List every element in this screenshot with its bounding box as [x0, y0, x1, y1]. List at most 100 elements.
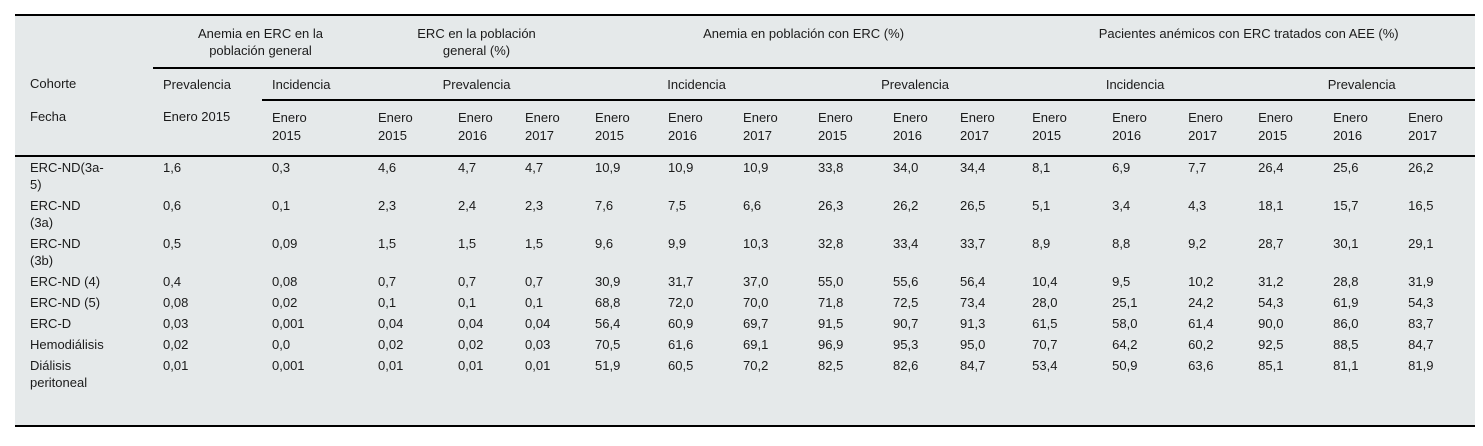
value-cell: 26,2 — [1408, 160, 1434, 175]
value-cell: 7,5 — [668, 198, 687, 213]
date-cell: Enero 2017 — [515, 100, 586, 157]
value-cell: 54,3 — [1408, 295, 1434, 310]
date-cell: Enero 2015 — [1022, 100, 1103, 157]
value-cell: 91,5 — [818, 316, 844, 331]
value-cell: 0,4 — [163, 274, 182, 289]
row-label: ERC-ND (4) — [30, 274, 101, 289]
value-cell: 61,9 — [1333, 295, 1359, 310]
value-cell: 0,04 — [458, 316, 484, 331]
value-cell: 60,2 — [1188, 337, 1214, 352]
value-cell: 0,02 — [163, 337, 189, 352]
value-cell: 81,1 — [1333, 358, 1359, 373]
date-cell: Enero 2015 — [153, 100, 262, 157]
value-cell: 90,0 — [1258, 316, 1284, 331]
value-cell: 70,2 — [743, 358, 769, 373]
value-cell: 31,9 — [1408, 274, 1434, 289]
measure-header: Prevalencia — [368, 68, 586, 101]
value-cell: 61,6 — [668, 337, 694, 352]
value-cell: 33,8 — [818, 160, 844, 175]
value-cell: 85,1 — [1258, 358, 1284, 373]
date-cell: Enero 2017 — [950, 100, 1023, 157]
table-row: ERC-ND(3a- 5) 1,6 0,3 4,6 4,7 4,7 10,9 10,9 10,9… — [15, 156, 1475, 195]
value-cell: 37,0 — [743, 274, 769, 289]
table-row: Diálisis peritoneal 0,01 0,001 0,01 0,01 0,01… — [15, 355, 1475, 426]
row-label: Diálisis peritoneal — [30, 358, 88, 390]
table-row: ERC-D 0,03 0,001 0,04 0,04 0,04 56,4 60,9 69,7 91… — [15, 313, 1475, 334]
value-cell: 53,4 — [1032, 358, 1058, 373]
value-cell: 0,0 — [272, 337, 291, 352]
measure-header: Prevalencia — [808, 68, 1023, 101]
value-cell: 0,02 — [272, 295, 298, 310]
value-cell: 60,9 — [668, 316, 694, 331]
value-cell: 2,3 — [378, 198, 397, 213]
subheader-row: Cohorte Prevalencia Incidencia Prevalencia I… — [15, 68, 1476, 101]
date-cell: Enero 2015 — [808, 100, 884, 157]
table-body: ERC-ND(3a- 5) 1,6 0,3 4,6 4,7 4,7 10,9 10,9 10,9… — [15, 156, 1475, 426]
value-cell: 10,4 — [1032, 274, 1058, 289]
value-cell: 1,5 — [378, 236, 397, 251]
value-cell: 63,6 — [1188, 358, 1214, 373]
table-row: ERC-ND (5) 0,08 0,02 0,1 0,1 0,1 68,8 72,0 70,0 7… — [15, 292, 1475, 313]
value-cell: 4,7 — [458, 160, 477, 175]
value-cell: 51,9 — [595, 358, 621, 373]
value-cell: 0,1 — [378, 295, 397, 310]
value-cell: 0,04 — [378, 316, 404, 331]
value-cell: 0,01 — [525, 358, 551, 373]
value-cell: 0,5 — [163, 236, 182, 251]
corner-cell — [15, 15, 153, 68]
value-cell: 10,2 — [1188, 274, 1214, 289]
measure-header: Incidencia — [1022, 68, 1249, 101]
row-label: ERC-ND (5) — [30, 295, 101, 310]
date-cell: Enero 2016 — [883, 100, 951, 157]
value-cell: 58,0 — [1112, 316, 1138, 331]
value-cell: 0,08 — [272, 274, 298, 289]
value-cell: 0,1 — [525, 295, 544, 310]
value-cell: 9,6 — [595, 236, 614, 251]
date-cell: Enero 2017 — [1178, 100, 1249, 157]
value-cell: 25,6 — [1333, 160, 1359, 175]
value-cell: 33,7 — [960, 236, 986, 251]
value-cell: 6,9 — [1112, 160, 1131, 175]
table-row: Hemodiálisis 0,02 0,0 0,02 0,02 0,03 70,5 61,6 6… — [15, 334, 1475, 355]
value-cell: 4,6 — [378, 160, 397, 175]
date-cell: Enero 2016 — [448, 100, 516, 157]
value-cell: 0,1 — [272, 198, 291, 213]
value-cell: 10,3 — [743, 236, 769, 251]
value-cell: 31,7 — [668, 274, 694, 289]
value-cell: 26,2 — [893, 198, 919, 213]
value-cell: 70,5 — [595, 337, 621, 352]
value-cell: 10,9 — [743, 160, 769, 175]
value-cell: 72,5 — [893, 295, 919, 310]
value-cell: 2,3 — [525, 198, 544, 213]
value-cell: 0,01 — [458, 358, 484, 373]
value-cell: 32,8 — [818, 236, 844, 251]
value-cell: 0,7 — [378, 274, 397, 289]
value-cell: 72,0 — [668, 295, 694, 310]
value-cell: 34,4 — [960, 160, 986, 175]
value-cell: 50,9 — [1112, 358, 1138, 373]
value-cell: 95,0 — [960, 337, 986, 352]
column-group-header: ERC en la población general (%) — [368, 15, 586, 69]
value-cell: 60,5 — [668, 358, 694, 373]
value-cell: 30,1 — [1333, 236, 1359, 251]
value-cell: 0,001 — [272, 316, 305, 331]
date-cell: Enero 2015 — [1248, 100, 1324, 157]
table-row: ERC-ND (4) 0,4 0,08 0,7 0,7 0,7 30,9 31,7 37,0 55… — [15, 271, 1475, 292]
table-row: ERC-ND (3b) 0,5 0,09 1,5 1,5 1,5 9,6 9,9 10,3 32,… — [15, 233, 1475, 271]
value-cell: 26,5 — [960, 198, 986, 213]
value-cell: 30,9 — [595, 274, 621, 289]
value-cell: 3,4 — [1112, 198, 1131, 213]
measure-header: Prevalencia — [1248, 68, 1476, 101]
value-cell: 26,4 — [1258, 160, 1284, 175]
row-label: ERC-D — [30, 316, 72, 331]
value-cell: 88,5 — [1333, 337, 1359, 352]
measure-header: Prevalencia — [163, 77, 231, 92]
date-header: Fecha — [15, 100, 153, 157]
date-cell: Enero 2016 — [658, 100, 734, 157]
value-cell: 71,8 — [818, 295, 844, 310]
value-cell: 9,5 — [1112, 274, 1131, 289]
value-cell: 29,1 — [1408, 236, 1434, 251]
value-cell: 55,0 — [818, 274, 844, 289]
value-cell: 10,9 — [668, 160, 694, 175]
